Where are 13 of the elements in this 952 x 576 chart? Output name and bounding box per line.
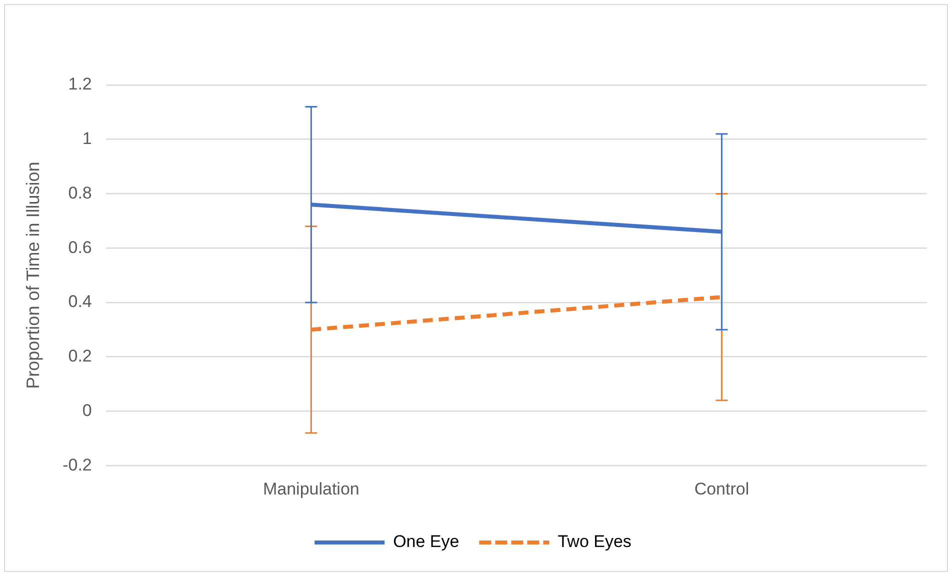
y-tick-label: -0.2 xyxy=(62,455,92,474)
y-tick-label: 0.2 xyxy=(68,346,92,366)
legend-label: One Eye xyxy=(393,532,460,552)
x-tick-label: Control xyxy=(694,479,750,498)
y-tick-label: 0.4 xyxy=(68,292,92,312)
y-axis-title: Proportion of Time in Illusion xyxy=(22,162,43,389)
y-tick-label: 0 xyxy=(82,400,92,420)
y-tick-label: 1.2 xyxy=(68,74,92,94)
legend-label: Two Eyes xyxy=(558,532,632,552)
y-tick-label: 0.6 xyxy=(68,238,92,257)
y-tick-label: 1 xyxy=(82,129,92,148)
x-tick-label: Manipulation xyxy=(262,479,360,498)
y-tick-label: 0.8 xyxy=(68,183,92,202)
